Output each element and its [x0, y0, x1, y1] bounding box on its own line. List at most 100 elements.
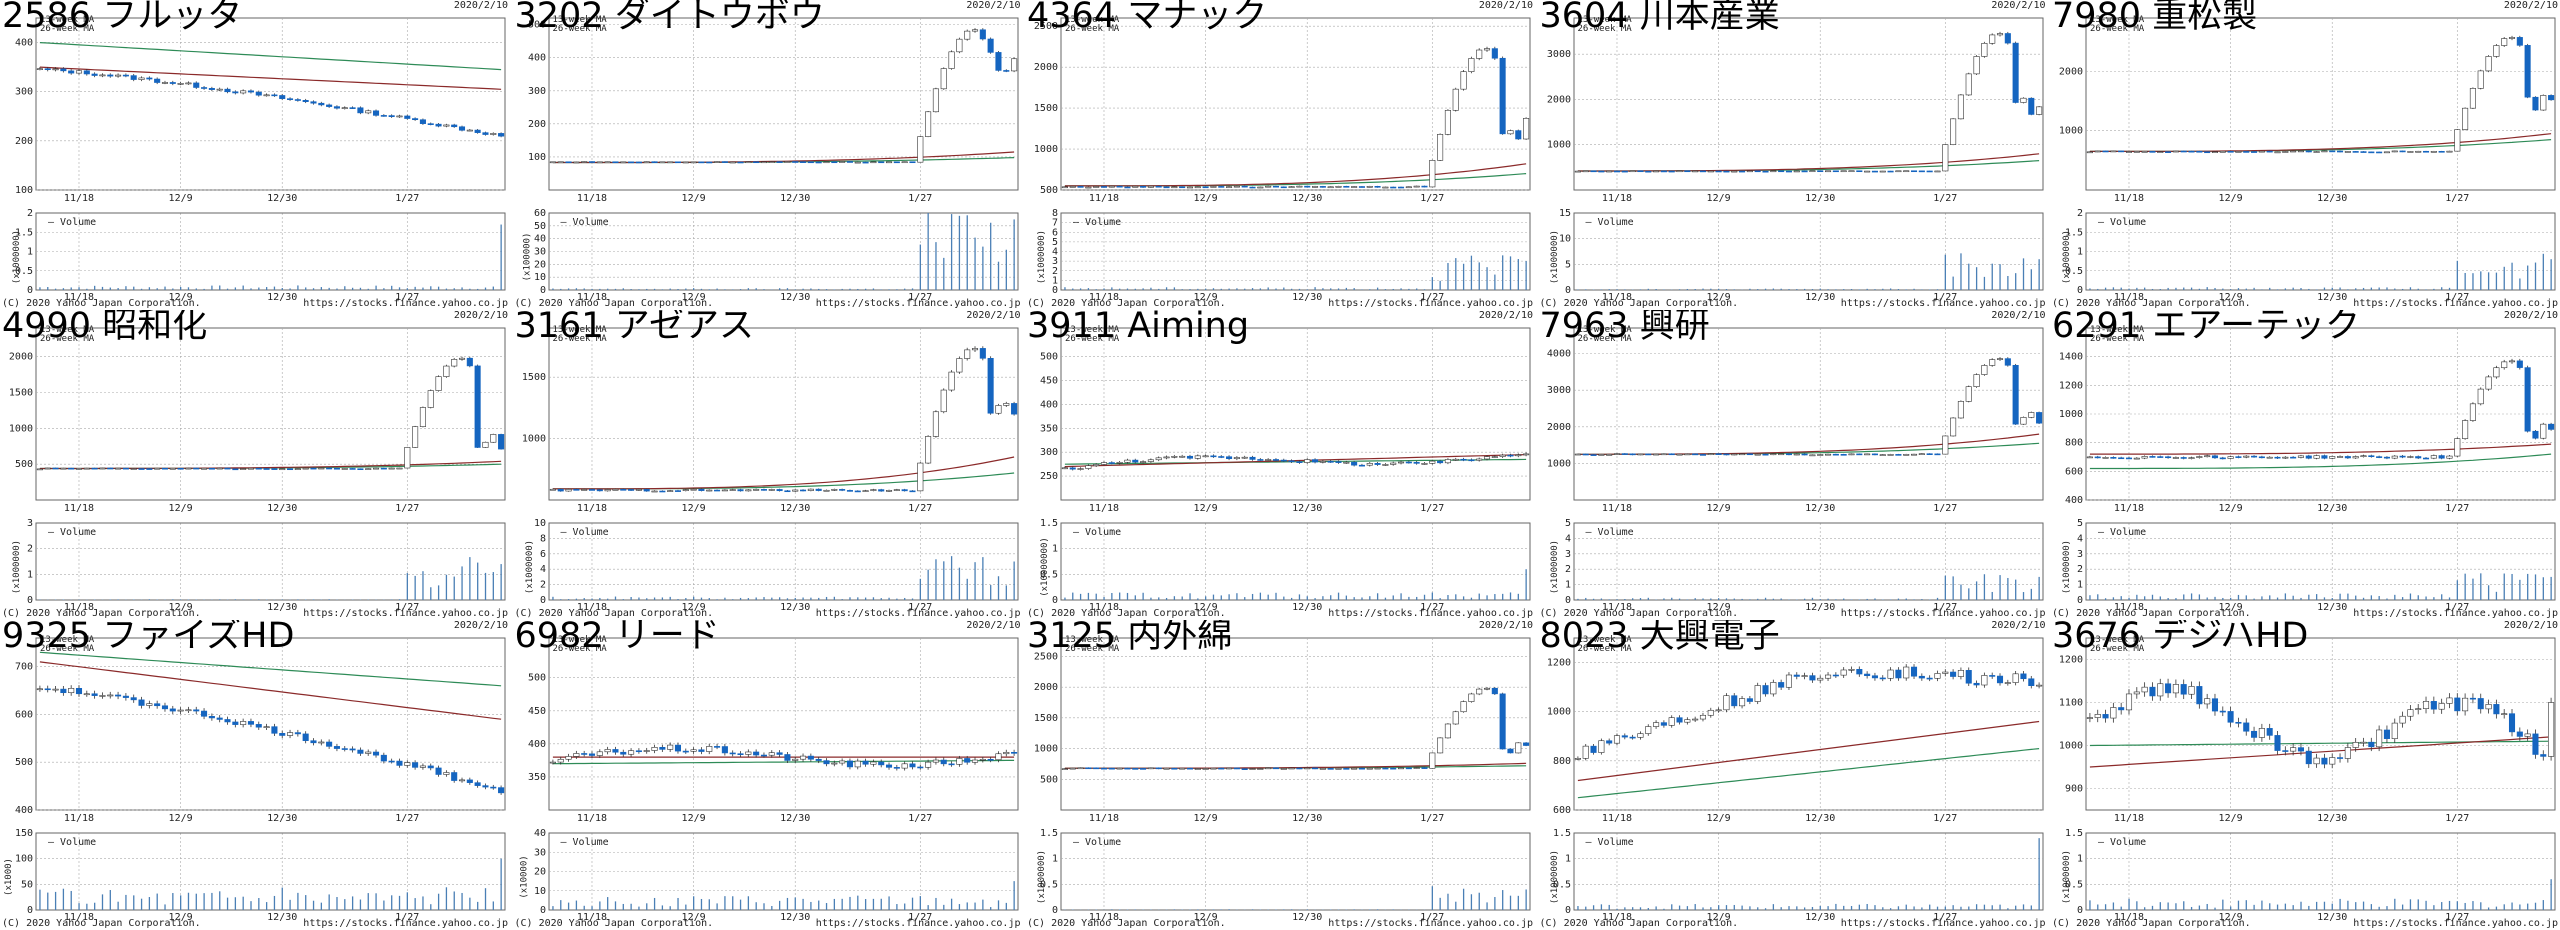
- volume-bar: [1012, 561, 1015, 600]
- volume-tick-label: 5: [1564, 259, 1570, 270]
- candle-body: [830, 762, 837, 765]
- volume-bar: [2104, 287, 2107, 290]
- volume-bar: [661, 905, 663, 910]
- candle-body: [729, 161, 736, 164]
- volume-bar: [645, 903, 647, 910]
- volume-bar: [1772, 598, 1774, 600]
- candle-body: [91, 73, 98, 76]
- ma13-legend: 13-week MA: [40, 635, 95, 645]
- candle-body: [1621, 735, 1628, 738]
- source-link[interactable]: https://stocks.finance.yahoo.co.jp: [1840, 298, 2046, 309]
- candle-body: [1476, 458, 1483, 461]
- volume-bar: [1748, 906, 1751, 910]
- candle-body: [572, 161, 579, 164]
- source-link[interactable]: https://stocks.finance.yahoo.co.jp: [1840, 608, 2046, 619]
- volume-bar: [1826, 906, 1829, 910]
- volume-bar: [1733, 598, 1735, 600]
- date-tick-label: 11/18: [576, 813, 606, 824]
- candle-body: [2329, 456, 2336, 459]
- source-link[interactable]: https://stocks.finance.yahoo.co.jp: [1328, 608, 1533, 619]
- volume-bar: [1780, 598, 1782, 600]
- candle-body: [948, 371, 955, 391]
- volume-bar: [1811, 289, 1813, 290]
- candle-body: [412, 762, 419, 768]
- price-tick-label: 500: [527, 673, 545, 684]
- candle-body: [2493, 367, 2500, 378]
- vol-date-tick-label: 12/9: [1194, 912, 1218, 923]
- source-link[interactable]: https://stocks.finance.yahoo.co.jp: [1840, 918, 2046, 929]
- vol-date-tick-label: 11/18: [1601, 602, 1631, 613]
- candle-body: [2251, 455, 2258, 458]
- volume-bar: [1345, 595, 1348, 600]
- candle-body: [1515, 454, 1522, 457]
- source-link[interactable]: https://stocks.finance.yahoo.co.jp: [2353, 608, 2558, 619]
- volume-bar: [1600, 289, 1602, 290]
- candle-body: [1949, 417, 1956, 437]
- volume-tick-label: 1: [1564, 580, 1570, 591]
- candle-body: [279, 733, 286, 736]
- source-link[interactable]: https://stocks.finance.yahoo.co.jp: [815, 918, 1021, 929]
- chart-svg: 35040045050011/1811/1812/912/912/3012/30…: [527, 637, 1018, 923]
- volume-bar: [117, 901, 119, 910]
- volume-bar: [2401, 904, 2404, 910]
- source-link[interactable]: https://stocks.finance.yahoo.co.jp: [303, 918, 508, 929]
- source-link[interactable]: https://stocks.finance.yahoo.co.jp: [1328, 298, 1533, 309]
- price-tick-label: 1000: [1546, 458, 1570, 469]
- candle-body: [1629, 736, 1636, 739]
- candle-body: [1761, 685, 1769, 695]
- stock-title: 7963 興研: [1539, 310, 1710, 346]
- candle-body: [247, 721, 254, 725]
- volume-bar: [1158, 597, 1160, 600]
- volume-bar: [2030, 269, 2032, 290]
- volume-bar: [950, 214, 952, 290]
- volume-bar: [2245, 900, 2247, 910]
- source-link[interactable]: https://stocks.finance.yahoo.co.jp: [303, 298, 508, 309]
- volume-bar: [1819, 288, 1821, 290]
- candle-body: [940, 759, 947, 765]
- volume-frame: [2085, 832, 2556, 911]
- volume-unit: (x1000000): [12, 539, 23, 595]
- candle-body: [1452, 458, 1459, 461]
- source-link[interactable]: https://stocks.finance.yahoo.co.jp: [2353, 298, 2558, 309]
- volume-bar: [1064, 597, 1066, 600]
- source-link[interactable]: https://stocks.finance.yahoo.co.jp: [303, 608, 508, 619]
- volume-bar: [1787, 906, 1790, 910]
- candle-body: [1996, 675, 2003, 684]
- volume-bar: [1314, 287, 1316, 290]
- volume-tick-label: 40: [533, 828, 545, 839]
- vol-date-tick-label: 11/18: [1601, 912, 1631, 923]
- candle-body: [1077, 468, 1084, 470]
- volume-bar: [2237, 288, 2240, 290]
- volume-bar: [1889, 288, 1891, 290]
- volume-bar: [2037, 259, 2040, 290]
- candle-body: [948, 763, 955, 766]
- volume-bar: [2355, 902, 2357, 910]
- volume-bar: [2315, 594, 2318, 600]
- candle-body: [2219, 151, 2226, 153]
- source-link[interactable]: https://stocks.finance.yahoo.co.jp: [815, 298, 1021, 309]
- price-tick-label: 1100: [2059, 698, 2083, 709]
- volume-bar: [1337, 592, 1340, 600]
- volume-bar: [590, 906, 593, 910]
- candle-body: [201, 87, 208, 89]
- source-link[interactable]: https://stocks.finance.yahoo.co.jp: [2353, 918, 2558, 929]
- candle-body: [2235, 721, 2242, 724]
- candle-body: [232, 91, 239, 94]
- candle-body: [240, 90, 247, 94]
- stock-title: 7980 重松製: [2052, 0, 2258, 36]
- volume-bar: [2331, 287, 2333, 290]
- candle-body: [2282, 750, 2289, 752]
- volume-bar: [2190, 906, 2193, 910]
- volume-bar: [1005, 249, 1007, 290]
- volume-bar: [1912, 599, 1915, 600]
- source-link[interactable]: https://stocks.finance.yahoo.co.jp: [1328, 918, 1533, 929]
- candle-body: [619, 161, 626, 164]
- price-tick-label: 2000: [2059, 66, 2083, 77]
- source-link[interactable]: https://stocks.finance.yahoo.co.jp: [815, 608, 1021, 619]
- volume-tick-label: 0.5: [2065, 879, 2083, 890]
- candle-body: [294, 732, 301, 735]
- volume-bar: [2167, 598, 2169, 600]
- volume-bar: [437, 286, 440, 290]
- candle-body: [1996, 358, 2003, 360]
- volume-bar: [669, 906, 671, 910]
